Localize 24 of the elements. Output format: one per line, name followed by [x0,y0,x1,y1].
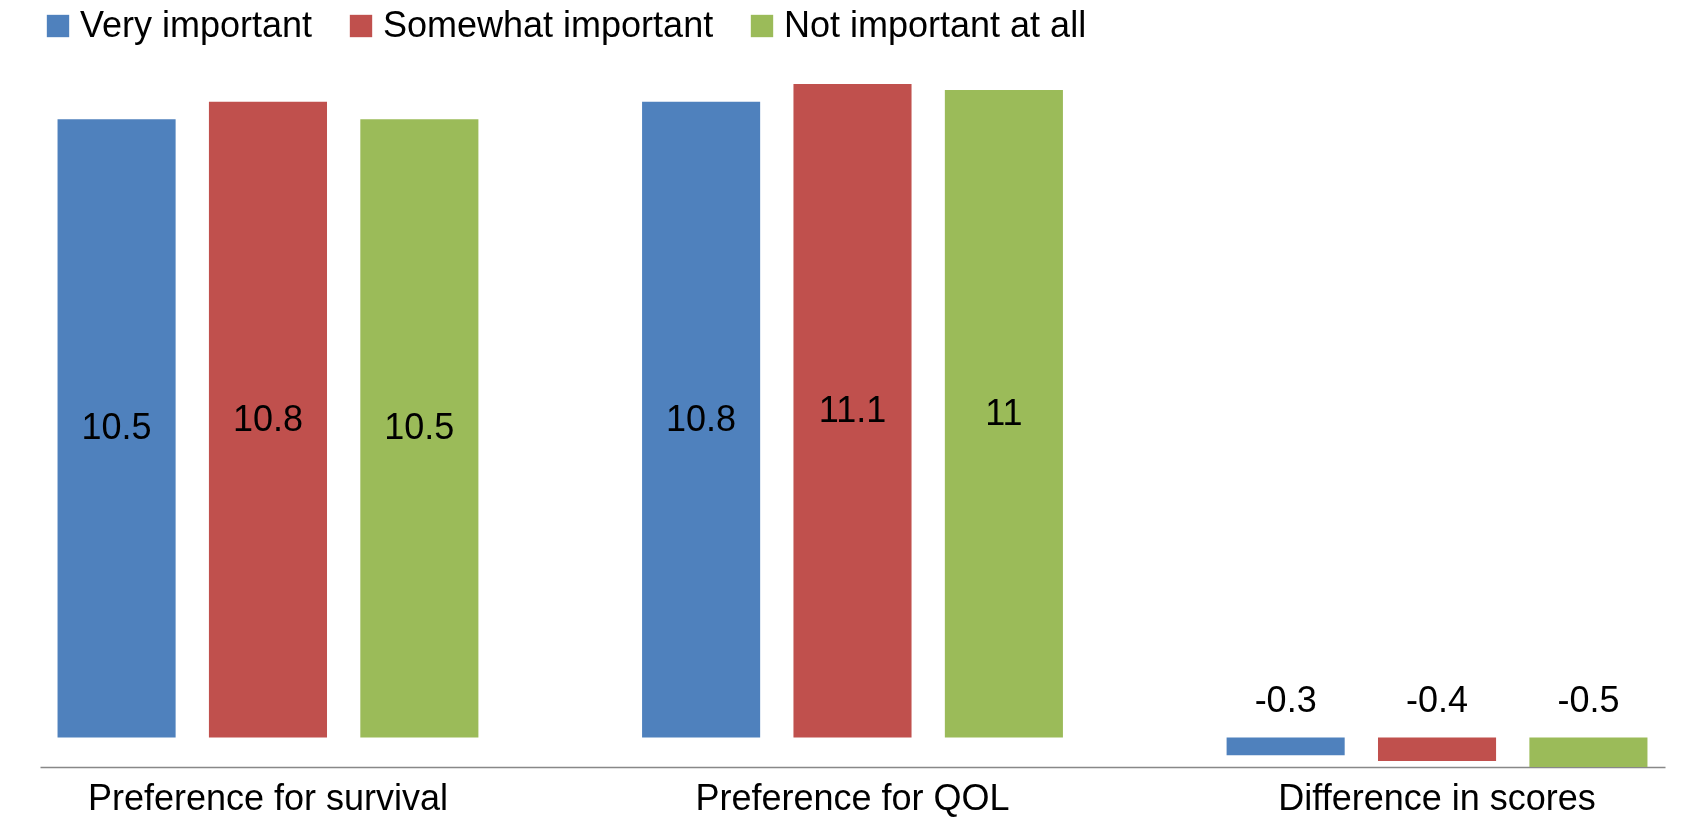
bar [57,119,176,738]
data-label: 11.1 [818,388,887,430]
x-tick-label: Preference for QOL [695,776,1010,818]
bar [208,101,328,738]
data-label: -0.4 [1406,678,1469,720]
legend-label: Somewhat important [383,4,714,45]
bar [1226,737,1345,756]
x-tick-label: Preference for survival [87,776,449,818]
data-label: 11 [985,391,1023,433]
data-label: 10.8 [232,397,304,439]
legend-label: Very important [80,4,313,45]
data-label: -0.5 [1557,678,1620,720]
data-label: 10.5 [81,406,152,448]
data-label: 10.5 [384,406,455,448]
bar [360,119,479,738]
bar [1529,737,1648,767]
x-tick-label: Difference in scores [1278,776,1596,818]
bar [642,101,761,738]
data-label: 10.8 [666,397,737,439]
bar [944,89,1063,738]
bar [793,84,912,738]
data-label: -0.3 [1254,678,1317,720]
bar [1377,737,1497,762]
legend-label: Not important at all [784,4,1087,45]
